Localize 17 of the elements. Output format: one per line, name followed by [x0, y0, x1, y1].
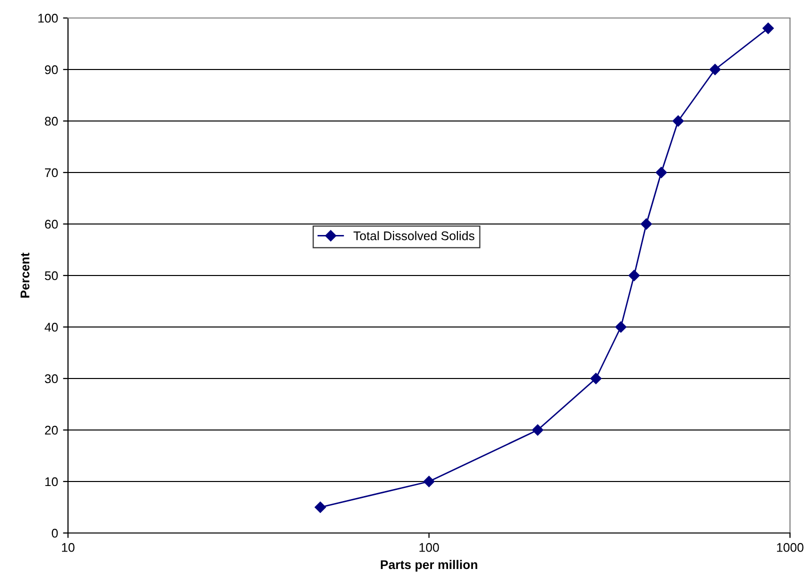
- y-tick-label: 100: [38, 14, 58, 23]
- y-tick-label: 90: [44, 65, 58, 74]
- y-tick-label: 60: [45, 220, 58, 229]
- y-axis-title: Percent: [20, 252, 30, 298]
- x-tick-label: 100: [420, 543, 439, 552]
- y-tick-label: 20: [45, 426, 58, 435]
- x-tick-label: 10: [62, 543, 74, 552]
- x-axis-title: Parts per million: [380, 560, 478, 572]
- y-tick-label: 80: [44, 116, 58, 126]
- y-tick-label: 10: [45, 477, 58, 486]
- legend-label: Total Dissolved Solids: [354, 231, 474, 240]
- y-tick-label: 0: [52, 528, 58, 538]
- y-tick-label: 40: [44, 322, 58, 332]
- y-tick-label: 70: [45, 168, 58, 178]
- y-tick-label: 30: [44, 374, 58, 384]
- x-tick-label: 1000: [777, 543, 804, 552]
- y-tick-label: 50: [44, 271, 58, 280]
